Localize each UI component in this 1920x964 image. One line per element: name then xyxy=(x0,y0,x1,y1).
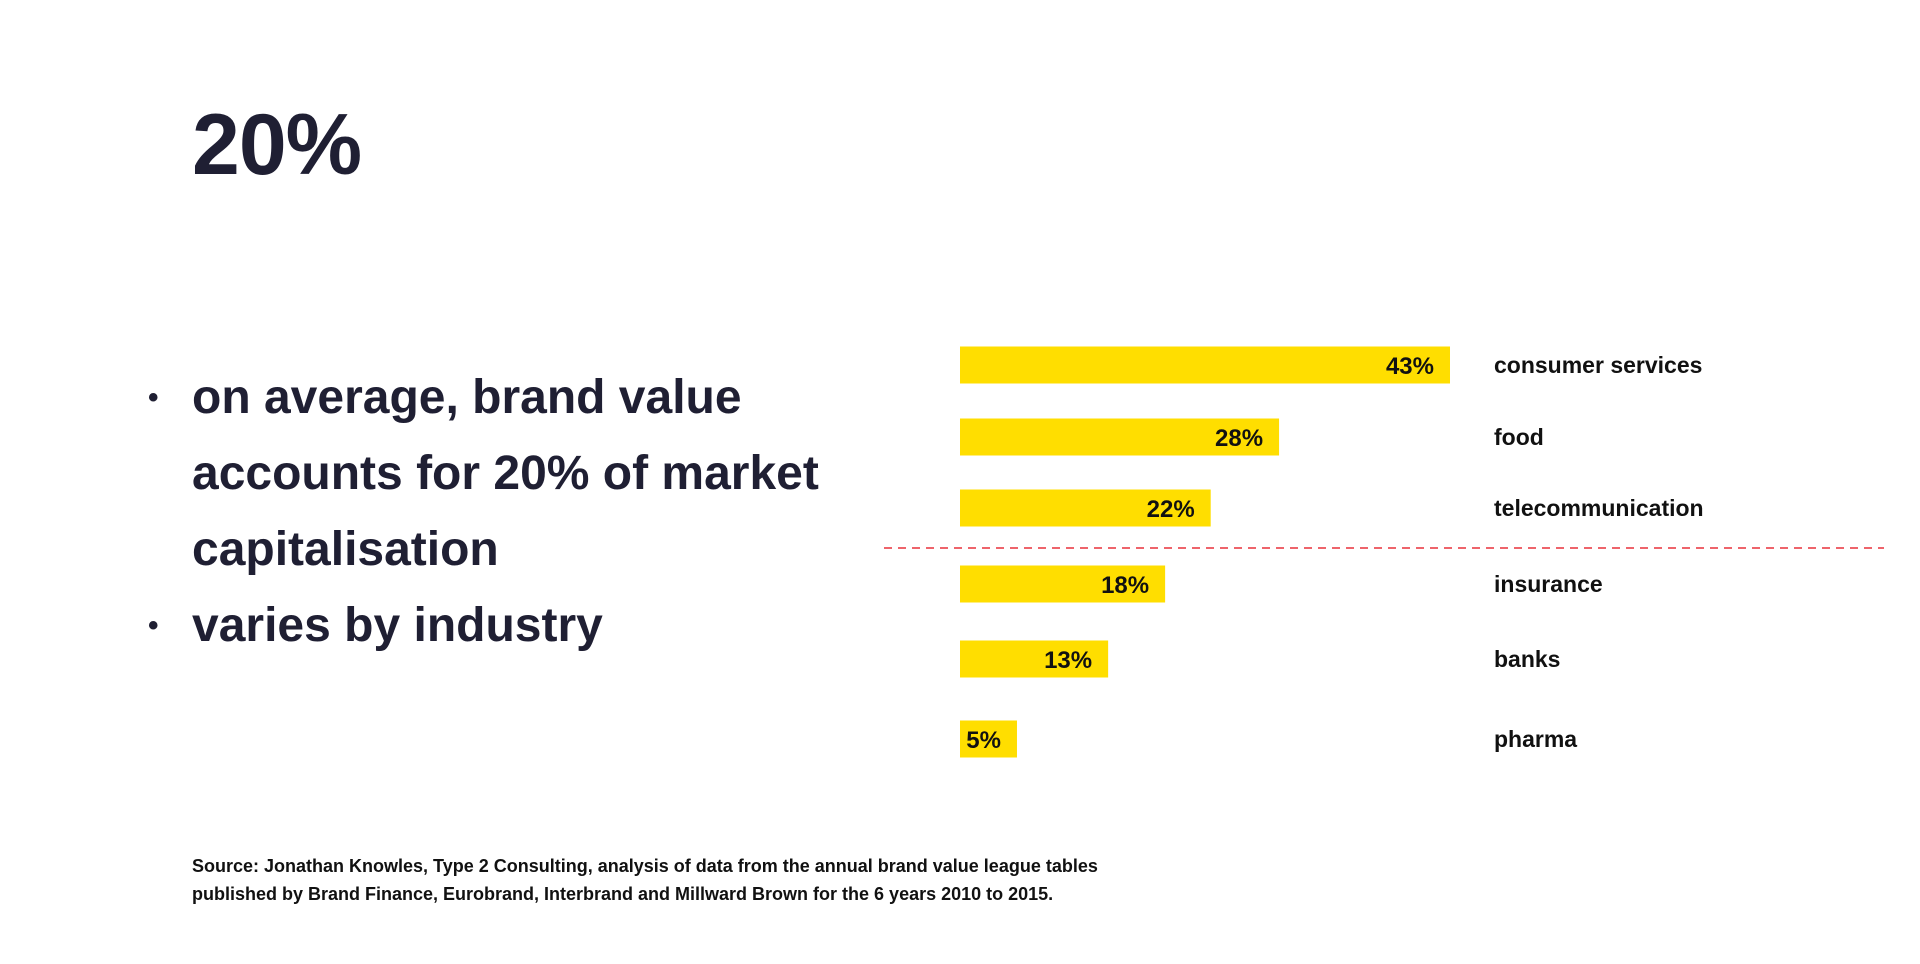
bar-value-label: 13% xyxy=(1044,647,1092,674)
bar-consumer-services xyxy=(960,346,1450,384)
bar-value-label: 22% xyxy=(1147,496,1195,523)
category-label: consumer services xyxy=(1494,352,1702,378)
category-label: pharma xyxy=(1494,726,1577,752)
source-line: published by Brand Finance, Eurobrand, I… xyxy=(192,884,1054,904)
source-note: Source: Jonathan Knowles, Type 2 Consult… xyxy=(192,852,1098,908)
bar-value-label: 28% xyxy=(1215,425,1263,452)
category-label: food xyxy=(1494,424,1544,450)
bullet-item: • varies by industry xyxy=(140,588,820,664)
headline-stat: 20% xyxy=(192,97,362,193)
bar-value-label: 43% xyxy=(1386,353,1434,380)
bullet-text: on average, brand value accounts for 20%… xyxy=(192,371,819,576)
category-label: banks xyxy=(1494,646,1560,672)
bullet-text: varies by industry xyxy=(192,599,603,652)
category-label: insurance xyxy=(1494,571,1603,597)
source-line: Source: Jonathan Knowles, Type 2 Consult… xyxy=(192,856,1098,876)
bullet-list: • on average, brand value accounts for 2… xyxy=(140,360,820,664)
bar-banks xyxy=(960,640,1109,678)
bar-telecommunication xyxy=(960,489,1211,527)
category-label: telecommunication xyxy=(1494,495,1704,521)
bar-pharma xyxy=(960,720,1017,758)
industry-bar-chart: 43% consumer services 28% food 22% telecommun… xyxy=(884,346,1884,758)
bar-insurance xyxy=(960,565,1166,603)
bullet-dot-icon: • xyxy=(148,609,159,642)
bar-value-label: 5% xyxy=(966,727,1001,754)
bar-value-label: 18% xyxy=(1101,572,1149,599)
bar-food xyxy=(960,418,1280,456)
bullet-dot-icon: • xyxy=(148,381,159,414)
bullet-item: • on average, brand value accounts for 2… xyxy=(140,360,820,588)
